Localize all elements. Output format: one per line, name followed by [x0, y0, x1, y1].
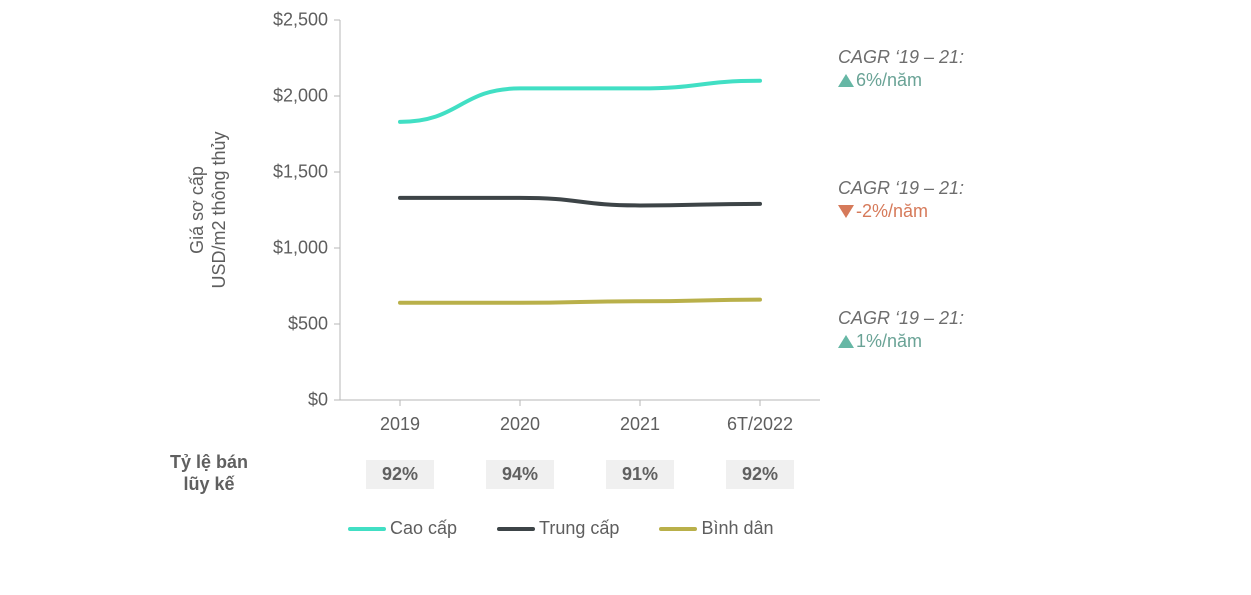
y-tick-label: $500 [288, 314, 328, 335]
x-tick-label: 6T/2022 [727, 414, 793, 435]
triangle-up-icon [838, 335, 854, 348]
cagr-title: CAGR ‘19 – 21: [838, 47, 964, 68]
chart-canvas: Giá sơ cấp USD/m2 thông thủy $0 $500 $1,00… [0, 0, 1251, 595]
y-tick-label: $1,000 [273, 238, 328, 259]
legend-swatch-icon [348, 527, 386, 531]
cagr-annotation-trung_cap: CAGR ‘19 – 21:-2%/năm [838, 178, 964, 222]
cagr-annotation-cao_cap: CAGR ‘19 – 21:6%/năm [838, 47, 964, 91]
legend-swatch-icon [497, 527, 535, 531]
cagr-title: CAGR ‘19 – 21: [838, 308, 964, 329]
legend-item-cao_cap: Cao cấp [348, 518, 457, 539]
cagr-title: CAGR ‘19 – 21: [838, 178, 964, 199]
cagr-value-text: 6%/năm [856, 70, 922, 91]
series-line-trung_cap [400, 198, 760, 206]
y-tick-label: $0 [308, 390, 328, 411]
cagr-value-text: -2%/năm [856, 201, 928, 222]
legend-item-binh_dan: Bình dân [659, 518, 773, 539]
cagr-value-text: 1%/năm [856, 331, 922, 352]
y-tick-label: $2,500 [273, 10, 328, 31]
sales-rate-value: 94% [486, 460, 554, 489]
cagr-value: 1%/năm [838, 331, 964, 352]
sales-rate-label: Tỷ lệ bán lũy kế [170, 452, 248, 495]
sales-rate-value: 92% [366, 460, 434, 489]
legend: Cao cấp Trung cấp Bình dân [348, 518, 774, 539]
plot-area [340, 20, 820, 400]
legend-label: Bình dân [701, 518, 773, 539]
triangle-up-icon [838, 74, 854, 87]
sales-rate-value: 91% [606, 460, 674, 489]
x-tick-label: 2021 [620, 414, 660, 435]
x-tick-label: 2020 [500, 414, 540, 435]
cagr-value: -2%/năm [838, 201, 964, 222]
y-axis-title: Giá sơ cấp USD/m2 thông thủy [187, 131, 230, 288]
y-tick-label: $1,500 [273, 162, 328, 183]
legend-label: Cao cấp [390, 518, 457, 539]
y-tick-label: $2,000 [273, 86, 328, 107]
series-line-cao_cap [400, 81, 760, 122]
series-line-binh_dan [400, 300, 760, 303]
cagr-annotation-binh_dan: CAGR ‘19 – 21:1%/năm [838, 308, 964, 352]
legend-swatch-icon [659, 527, 697, 531]
triangle-down-icon [838, 205, 854, 218]
legend-item-trung_cap: Trung cấp [497, 518, 619, 539]
x-tick-label: 2019 [380, 414, 420, 435]
legend-label: Trung cấp [539, 518, 619, 539]
sales-rate-value: 92% [726, 460, 794, 489]
series-svg [340, 20, 820, 400]
cagr-value: 6%/năm [838, 70, 964, 91]
